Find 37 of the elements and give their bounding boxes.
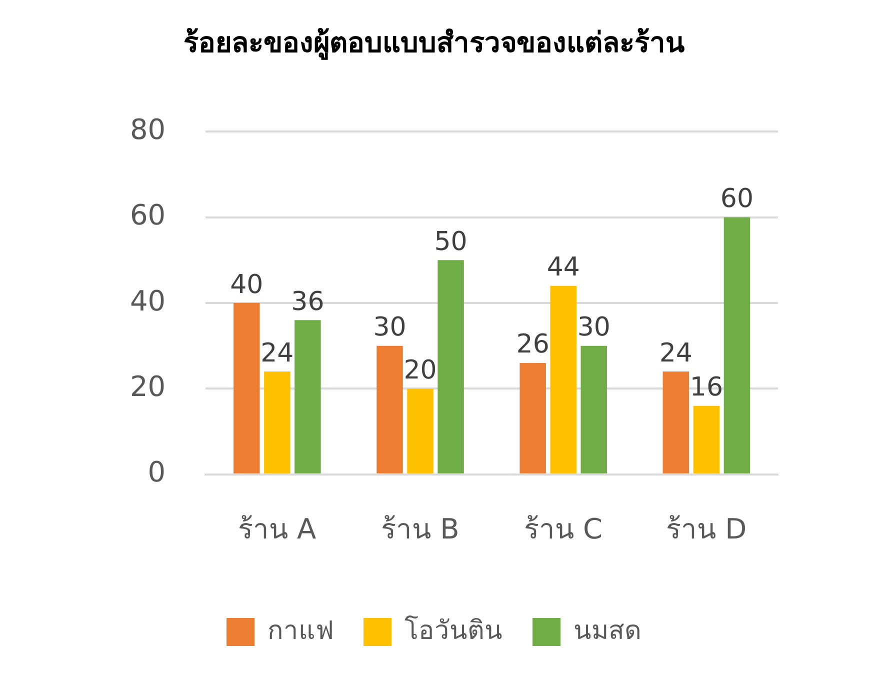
data-label: 50	[434, 226, 468, 257]
data-label: 36	[291, 286, 324, 317]
data-label: 40	[230, 270, 264, 300]
legend-label: กาแฟ	[268, 616, 334, 646]
data-label: 60	[720, 184, 754, 214]
bar	[693, 406, 720, 474]
bar	[376, 346, 403, 474]
x-tick-label: ร้าน A	[238, 512, 316, 546]
bar	[264, 372, 290, 474]
bar	[234, 303, 260, 474]
legend-label: นมสด	[574, 616, 642, 646]
data-label: 30	[577, 312, 610, 343]
y-tick-label: 20	[130, 370, 166, 403]
bar	[580, 346, 608, 474]
y-tick-label: 60	[130, 198, 166, 232]
x-tick-label: ร้าน C	[524, 512, 603, 546]
x-tick-label: ร้าน D	[666, 512, 747, 546]
bar	[520, 362, 546, 474]
data-label: 26	[516, 330, 550, 360]
x-tick-label: ร้าน B	[381, 512, 460, 546]
data-label: 20	[404, 355, 437, 386]
bar	[662, 372, 690, 474]
bar	[438, 260, 464, 474]
data-label: 24	[659, 338, 692, 368]
bar	[724, 217, 750, 474]
bar	[294, 320, 321, 474]
legend-label: โอวันติน	[404, 614, 502, 646]
y-tick-label: 0	[148, 456, 166, 489]
bar	[407, 388, 434, 474]
bar	[550, 286, 576, 474]
data-label: 44	[546, 252, 580, 283]
data-label: 24	[260, 338, 294, 368]
y-tick-label: 80	[130, 112, 166, 146]
y-tick-label: 40	[130, 284, 166, 318]
data-label: 16	[690, 372, 723, 403]
chart-title: ร้อยละของผู้ตอบแบบสำรวจของแต่ละร้าน	[184, 26, 684, 60]
data-label: 30	[373, 312, 406, 343]
